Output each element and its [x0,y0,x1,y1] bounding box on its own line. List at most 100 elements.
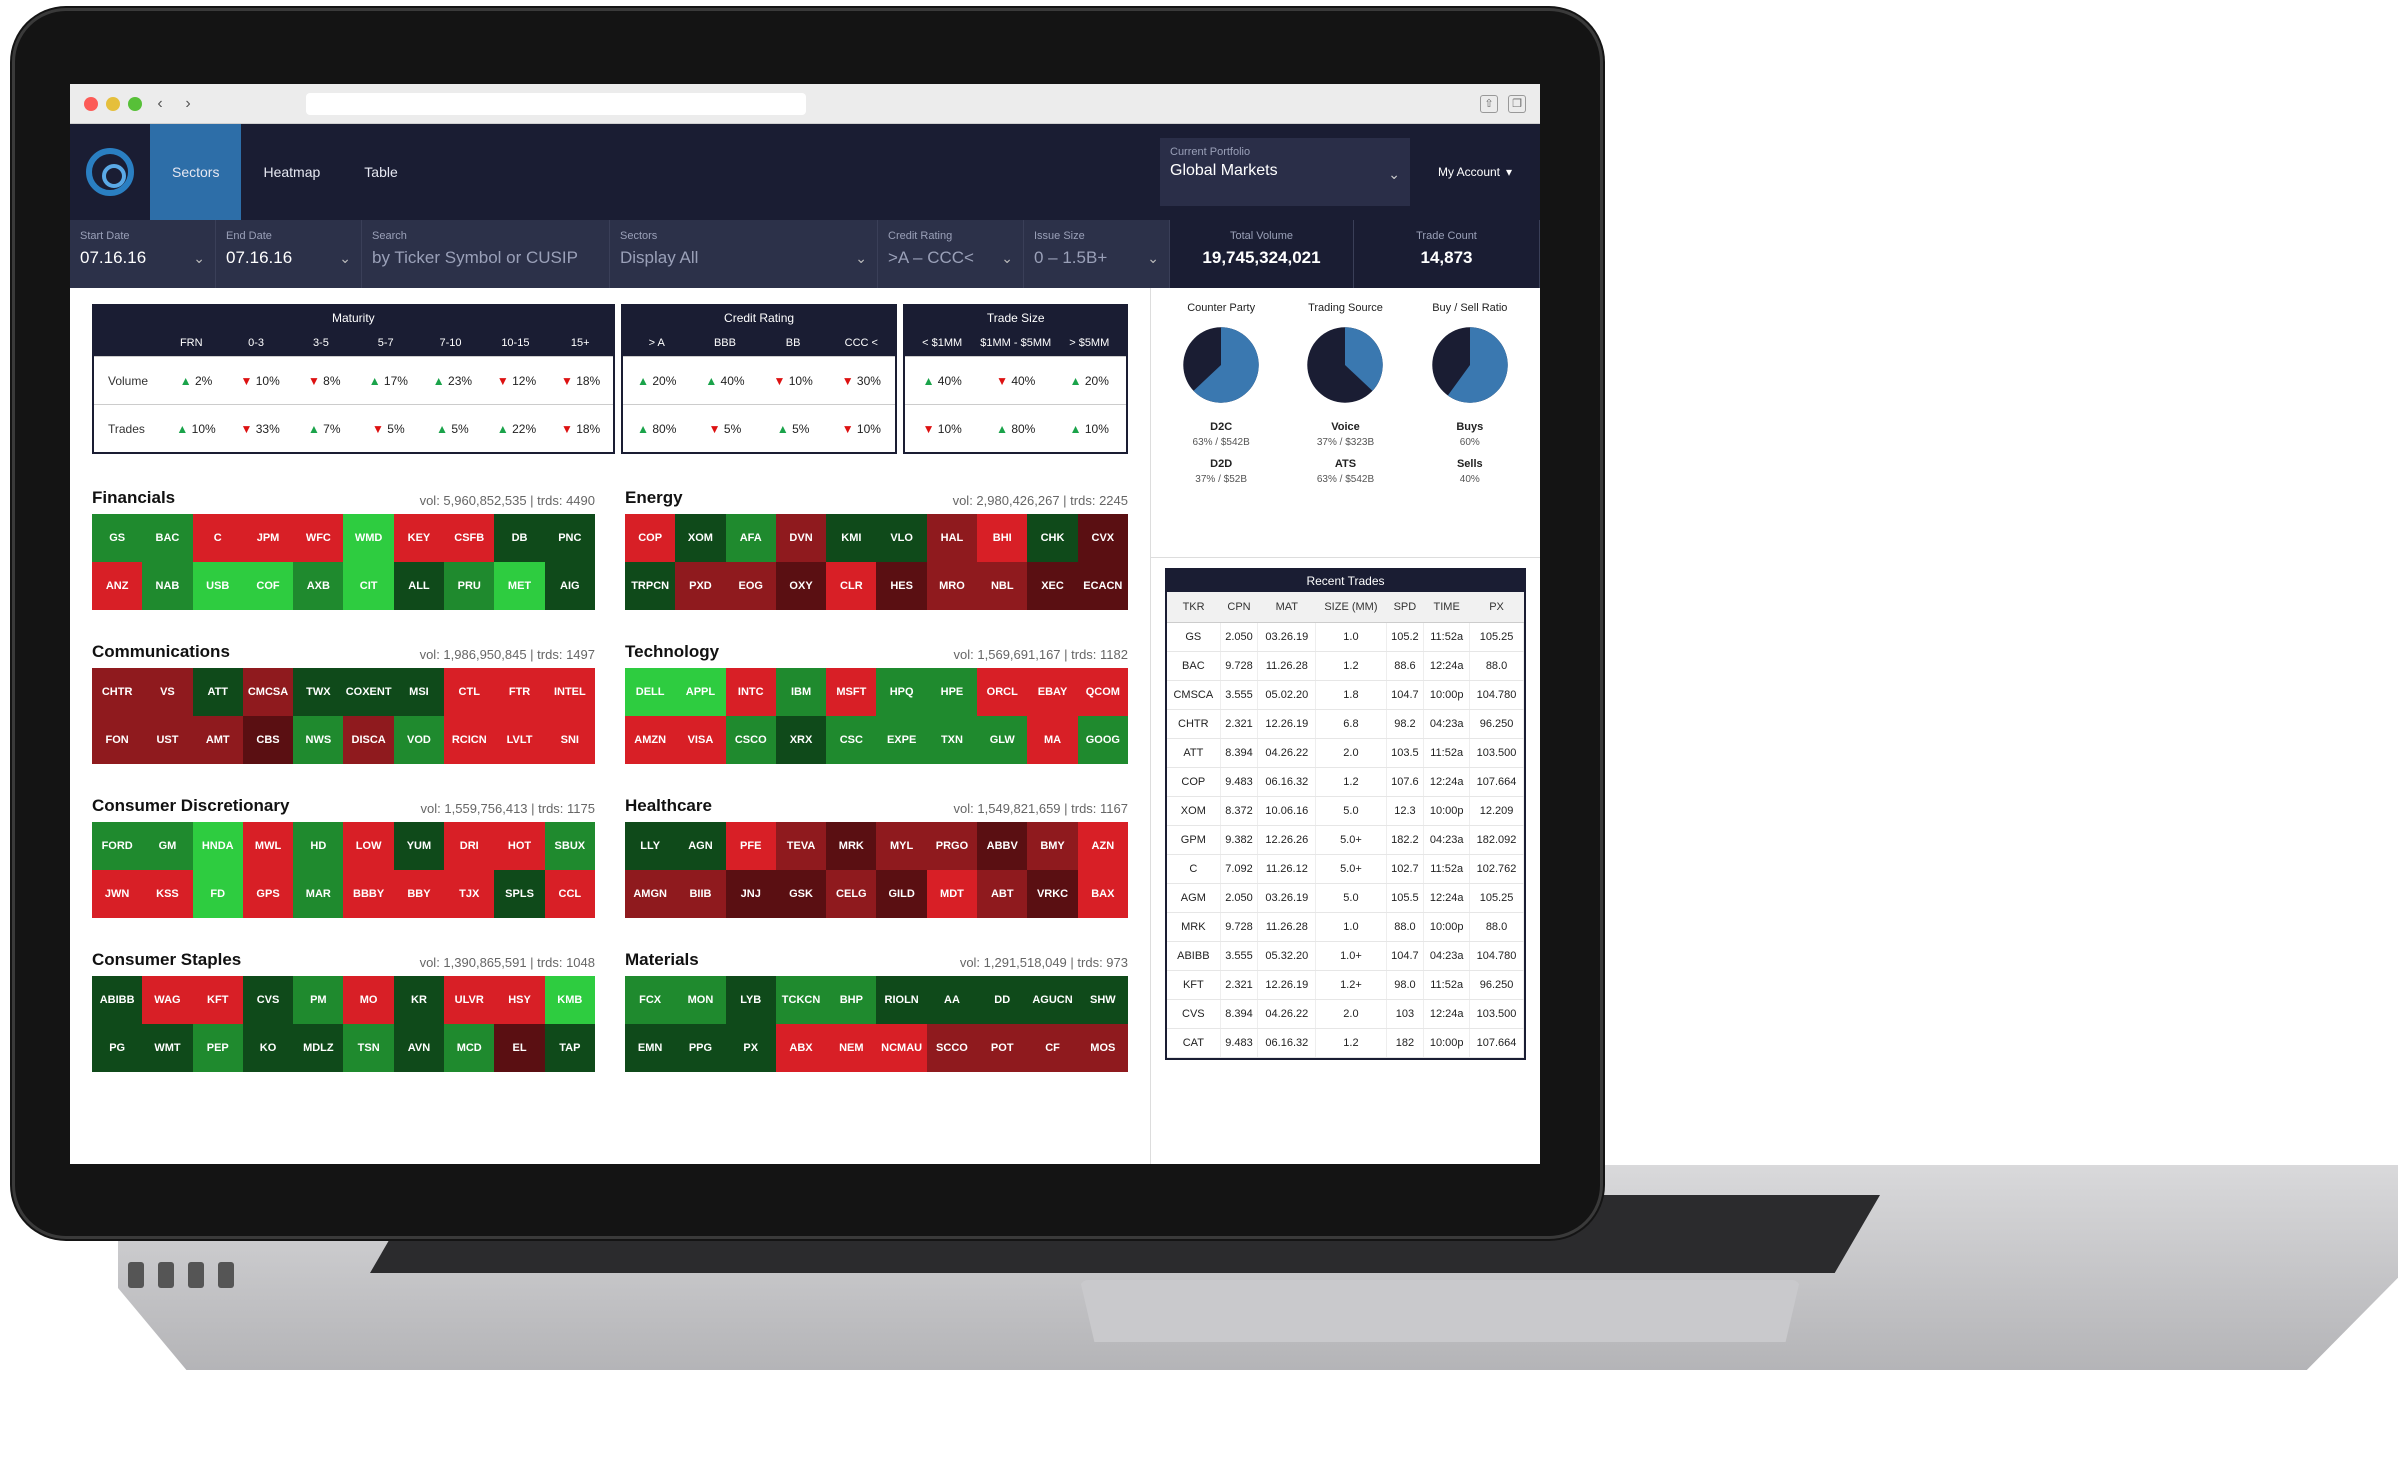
heatmap-cell[interactable]: EMN [625,1024,676,1072]
heatmap-cell[interactable]: ULVR [444,976,495,1024]
sectors-filter[interactable]: Sectors Display All ⌄ [610,220,878,288]
heatmap-cell[interactable]: PM [293,976,344,1024]
heatmap-cell[interactable]: MRO [926,562,978,610]
credit-rating-filter[interactable]: Credit Rating >A – CCC< ⌄ [878,220,1024,288]
heatmap-cell[interactable]: CBS [242,716,294,764]
search-input[interactable]: by Ticker Symbol or CUSIP [372,248,578,267]
heatmap-cell[interactable]: ATT [192,668,243,716]
heatmap-cell[interactable]: MCD [444,1024,495,1072]
heatmap-cell[interactable]: VRKC [1027,870,1078,918]
heatmap-cell[interactable]: TAP [544,1024,595,1072]
heatmap-cell[interactable]: VOD [393,716,445,764]
heatmap-cell[interactable]: BMY [1027,822,1078,870]
heatmap-cell[interactable]: MA [1027,716,1078,764]
heatmap-cell[interactable]: DISCA [343,716,394,764]
table-row[interactable]: COP 9.483 06.16.32 1.2 107.6 12:24a 107.664 [1167,767,1524,797]
heatmap-cell[interactable]: MRK [826,822,877,870]
heatmap-cell[interactable]: GOOG [1077,716,1128,764]
heatmap-cell[interactable]: FORD [92,822,143,870]
heatmap-cell[interactable]: KR [393,976,445,1024]
heatmap-cell[interactable]: AMZN [625,716,676,764]
heatmap-cell[interactable]: MSI [393,668,445,716]
heatmap-cell[interactable]: MYL [876,822,927,870]
tab-sectors[interactable]: Sectors [150,124,242,220]
heatmap-cell[interactable]: HAL [926,514,978,562]
heatmap-cell[interactable]: HPE [926,668,978,716]
heatmap-cell[interactable]: XRX [775,716,827,764]
heatmap-cell[interactable]: SPLS [494,870,545,918]
heatmap-cell[interactable]: NCMAU [876,1024,927,1072]
issue-size-filter[interactable]: Issue Size 0 – 1.5B+ ⌄ [1024,220,1170,288]
heatmap-cell[interactable]: NAB [142,562,193,610]
heatmap-cell[interactable]: TRPCN [625,562,676,610]
heatmap-cell[interactable]: GPS [242,870,294,918]
heatmap-cell[interactable]: PG [92,1024,143,1072]
heatmap-cell[interactable]: TJX [444,870,495,918]
heatmap-cell[interactable]: SHW [1077,976,1128,1024]
heatmap-cell[interactable]: NEM [826,1024,877,1072]
minimize-window-dot[interactable] [106,96,120,111]
heatmap-cell[interactable]: EXPE [876,716,927,764]
heatmap-cell[interactable]: EL [494,1024,545,1072]
heatmap-cell[interactable]: NBL [977,562,1028,610]
heatmap-cell[interactable]: ABIBB [92,976,143,1024]
table-row[interactable]: MRK 9.728 11.26.28 1.0 88.0 10:00p 88.0 [1167,912,1524,942]
heatmap-cell[interactable]: AA [926,976,978,1024]
heatmap-cell[interactable]: GM [142,822,193,870]
heatmap-cell[interactable]: CVS [242,976,294,1024]
heatmap-cell[interactable]: OXY [775,562,827,610]
heatmap-cell[interactable]: JWN [92,870,143,918]
heatmap-cell[interactable]: WFC [293,514,344,562]
heatmap-cell[interactable]: WMT [142,1024,193,1072]
heatmap-cell[interactable]: QCOM [1077,668,1128,716]
heatmap-cell[interactable]: GILD [876,870,927,918]
heatmap-cell[interactable]: BAC [142,514,193,562]
heatmap-cell[interactable]: FCX [625,976,676,1024]
heatmap-cell[interactable]: MO [343,976,394,1024]
heatmap-cell[interactable]: TXN [926,716,978,764]
table-row[interactable]: ABIBB 3.555 05.32.20 1.0+ 104.7 04:23a 104.780 [1167,941,1524,971]
heatmap-cell[interactable]: COF [242,562,294,610]
tabs-icon[interactable]: ❐ [1508,94,1526,113]
heatmap-cell[interactable]: HPQ [876,668,927,716]
heatmap-cell[interactable]: HOT [494,822,545,870]
heatmap-cell[interactable]: COP [625,514,676,562]
heatmap-cell[interactable]: GLW [977,716,1028,764]
heatmap-cell[interactable]: ABX [775,1024,827,1072]
heatmap-cell[interactable]: APPL [675,668,726,716]
heatmap-cell[interactable]: ALL [393,562,445,610]
heatmap-cell[interactable]: EBAY [1027,668,1078,716]
heatmap-cell[interactable]: FON [92,716,143,764]
heatmap-cell[interactable]: SNI [544,716,595,764]
heatmap-cell[interactable]: CF [1027,1024,1078,1072]
heatmap-cell[interactable]: CIT [343,562,394,610]
heatmap-cell[interactable]: BIIB [675,870,726,918]
heatmap-cell[interactable]: DRI [444,822,495,870]
heatmap-cell[interactable]: DB [494,514,545,562]
heatmap-cell[interactable]: AGN [675,822,726,870]
heatmap-cell[interactable]: VISA [675,716,726,764]
heatmap-cell[interactable]: ECACN [1077,562,1128,610]
heatmap-cell[interactable]: MON [675,976,726,1024]
heatmap-cell[interactable]: PNC [544,514,595,562]
share-icon[interactable]: ⇧ [1480,94,1498,113]
heatmap-cell[interactable]: SBUX [544,822,595,870]
heatmap-cell[interactable]: YUM [393,822,445,870]
heatmap-cell[interactable]: BAX [1077,870,1128,918]
heatmap-cell[interactable]: HES [876,562,927,610]
heatmap-cell[interactable]: TCKCN [775,976,827,1024]
heatmap-cell[interactable]: PPG [675,1024,726,1072]
heatmap-cell[interactable]: MSFT [826,668,877,716]
heatmap-cell[interactable]: XEC [1027,562,1078,610]
heatmap-cell[interactable]: CMCSA [242,668,294,716]
heatmap-cell[interactable]: AIG [544,562,595,610]
table-row[interactable]: ATT 8.394 04.26.22 2.0 103.5 11:52a 103.500 [1167,738,1524,768]
table-row[interactable]: C 7.092 11.26.12 5.0+ 102.7 11:52a 102.762 [1167,854,1524,884]
heatmap-cell[interactable]: ANZ [92,562,143,610]
heatmap-cell[interactable]: PX [725,1024,776,1072]
heatmap-cell[interactable]: INTEL [544,668,595,716]
table-row[interactable]: AGM 2.050 03.26.19 5.0 105.5 12:24a 105.25 [1167,883,1524,913]
heatmap-cell[interactable]: RCICN [444,716,495,764]
heatmap-cell[interactable]: PFE [725,822,776,870]
heatmap-cell[interactable]: GS [92,514,143,562]
